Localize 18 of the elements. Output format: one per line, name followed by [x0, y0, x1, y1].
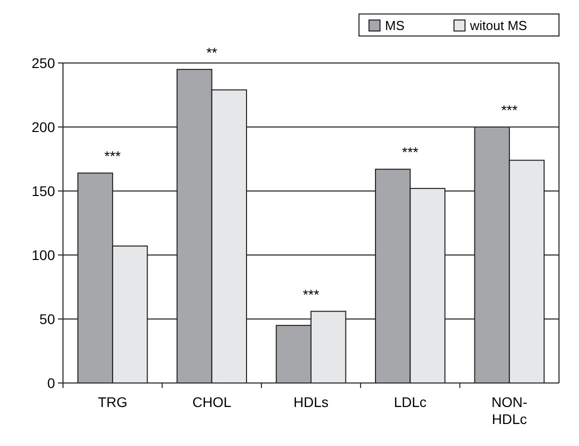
annotation: ***: [501, 102, 518, 118]
legend-label: MS: [385, 18, 405, 33]
annotation: **: [206, 44, 218, 60]
x-tick-label: CHOL: [192, 394, 232, 410]
legend-label: witout MS: [469, 18, 528, 33]
y-tick-label: 150: [32, 182, 56, 199]
x-tick-label: TRG: [98, 394, 128, 410]
y-tick-label: 200: [32, 118, 56, 135]
y-tick-label: 100: [32, 246, 56, 263]
annotation: ***: [302, 286, 320, 302]
annotation: ***: [402, 144, 419, 160]
y-tick-label: 0: [47, 374, 56, 391]
x-tick-label: HDLs: [293, 394, 329, 410]
y-tick-label: 50: [39, 310, 56, 327]
y-tick-label: 250: [32, 54, 56, 71]
annotation: ***: [104, 148, 122, 164]
x-tick-label: NON-HDLc: [492, 394, 528, 427]
x-tick-label: LDLc: [394, 394, 427, 410]
